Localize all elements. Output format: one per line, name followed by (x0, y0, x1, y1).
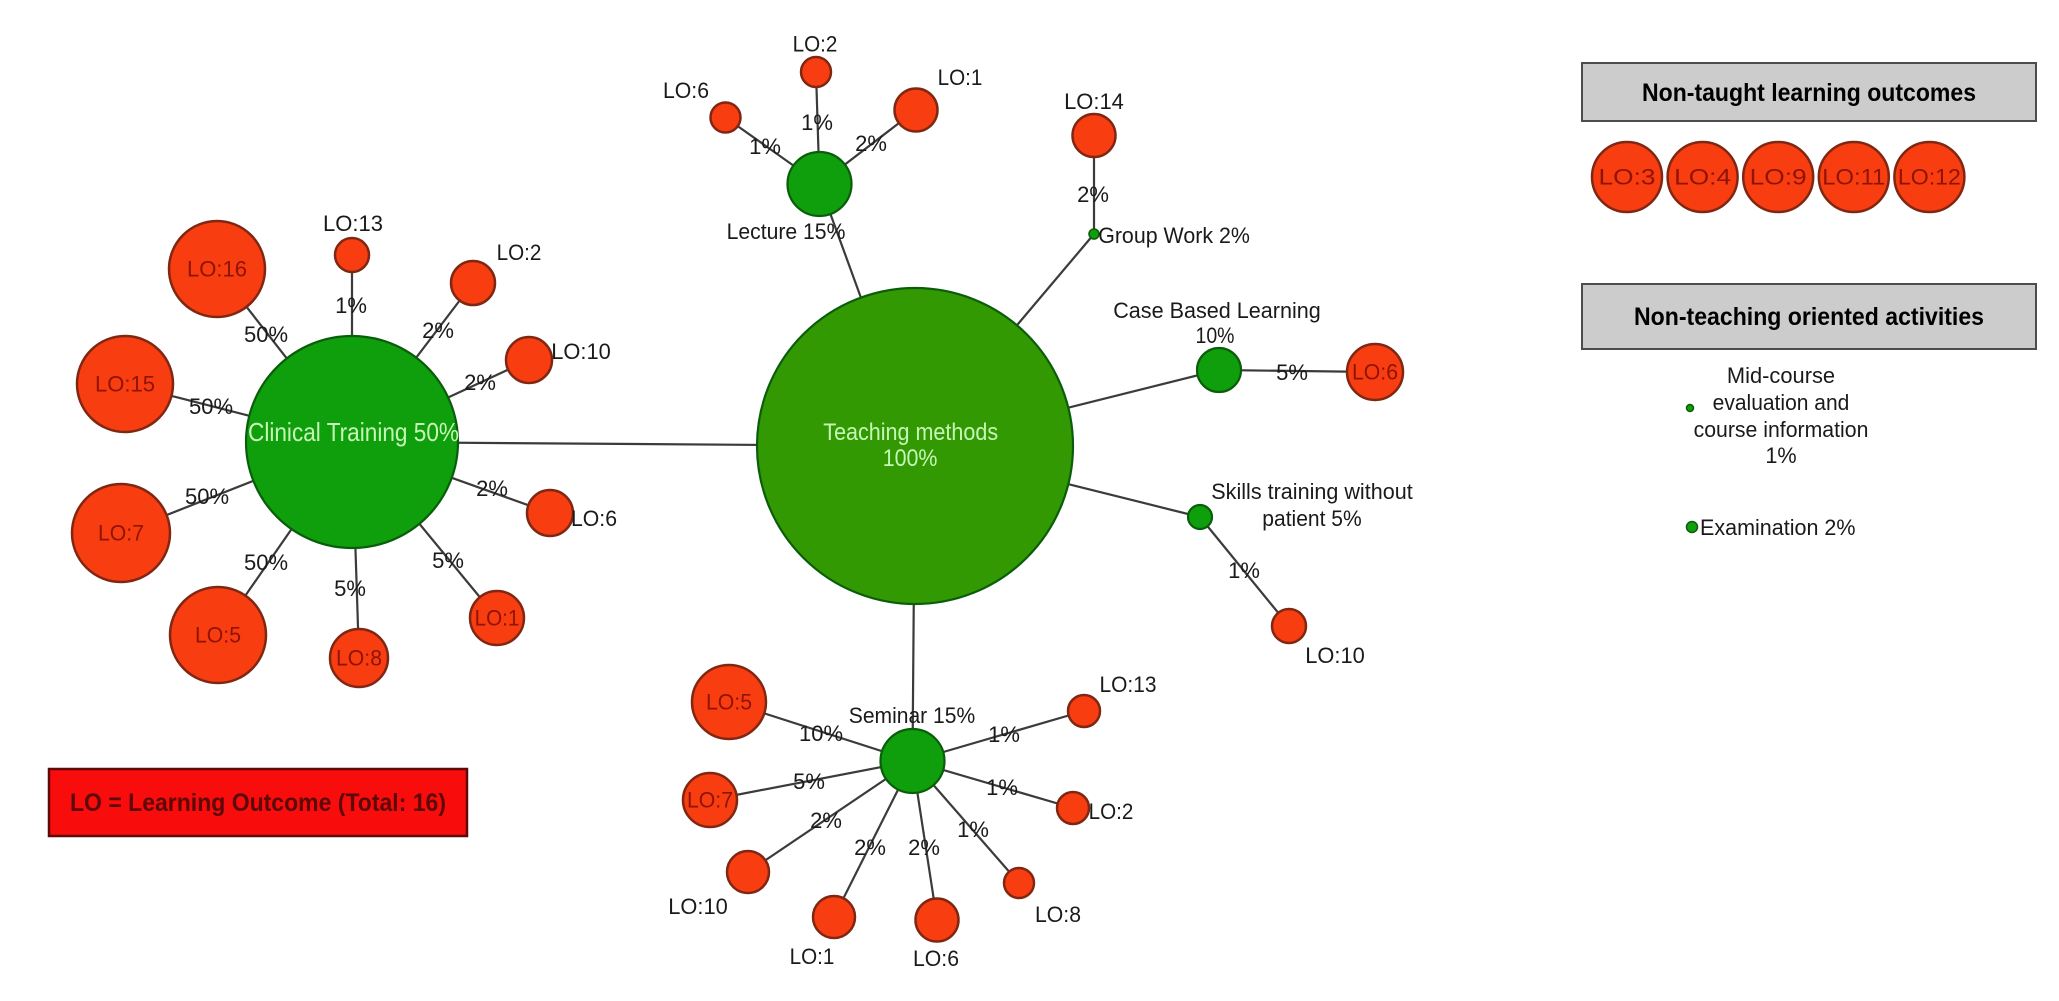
svg-text:evaluation and: evaluation and (1713, 390, 1850, 415)
svg-text:LO:16: LO:16 (187, 257, 247, 282)
svg-text:Case Based Learning: Case Based Learning (1113, 298, 1321, 323)
svg-text:LO:2: LO:2 (497, 240, 542, 265)
svg-text:2%: 2% (464, 370, 496, 395)
svg-text:LO:6: LO:6 (1352, 360, 1398, 385)
svg-text:course information: course information (1694, 417, 1869, 442)
svg-text:LO:1: LO:1 (938, 65, 983, 90)
svg-text:LO:10: LO:10 (668, 894, 728, 919)
svg-text:LO:13: LO:13 (323, 211, 383, 236)
svg-text:LO:1: LO:1 (475, 606, 520, 631)
svg-text:2%: 2% (855, 131, 887, 156)
svg-text:LO:6: LO:6 (571, 506, 617, 531)
svg-text:2%: 2% (810, 808, 842, 833)
svg-text:1%: 1% (1765, 443, 1796, 468)
svg-text:LO:14: LO:14 (1064, 89, 1124, 114)
svg-text:5%: 5% (432, 548, 464, 573)
svg-text:Teaching methods: Teaching methods (823, 419, 998, 446)
svg-text:5%: 5% (1276, 360, 1308, 385)
svg-text:LO:2: LO:2 (793, 32, 838, 57)
svg-text:LO:10: LO:10 (1305, 643, 1365, 668)
svg-text:Clinical Training 50%: Clinical Training 50% (248, 417, 459, 447)
svg-text:Group Work 2%: Group Work 2% (1098, 223, 1250, 248)
svg-text:2%: 2% (908, 835, 940, 860)
svg-text:1%: 1% (749, 134, 781, 159)
svg-text:5%: 5% (334, 576, 366, 601)
svg-text:1%: 1% (988, 722, 1020, 747)
svg-text:1%: 1% (801, 110, 833, 135)
svg-text:Lecture 15%: Lecture 15% (727, 219, 846, 244)
svg-text:Seminar 15%: Seminar 15% (849, 703, 975, 728)
svg-text:LO:8: LO:8 (1035, 902, 1081, 927)
svg-text:LO:9: LO:9 (1750, 165, 1807, 190)
svg-text:LO:5: LO:5 (706, 690, 752, 715)
svg-text:10%: 10% (799, 721, 843, 746)
svg-text:Mid-course: Mid-course (1727, 363, 1835, 388)
svg-text:1%: 1% (1228, 558, 1260, 583)
svg-text:LO:2: LO:2 (1089, 799, 1134, 824)
svg-text:50%: 50% (244, 322, 288, 347)
svg-text:50%: 50% (189, 394, 233, 419)
svg-text:50%: 50% (185, 484, 229, 509)
svg-text:LO:8: LO:8 (336, 646, 382, 671)
svg-text:10%: 10% (1196, 323, 1235, 348)
svg-text:LO:1: LO:1 (790, 944, 835, 969)
svg-text:1%: 1% (957, 817, 989, 842)
svg-text:LO:7: LO:7 (687, 788, 733, 813)
svg-text:2%: 2% (422, 318, 454, 343)
svg-text:Non-taught learning outcomes: Non-taught learning outcomes (1642, 79, 1976, 107)
svg-text:LO:7: LO:7 (98, 521, 144, 546)
svg-text:LO:12: LO:12 (1898, 165, 1961, 190)
svg-text:LO:4: LO:4 (1674, 165, 1731, 190)
svg-text:1%: 1% (335, 293, 367, 318)
svg-text:LO:10: LO:10 (551, 339, 611, 364)
svg-text:LO:11: LO:11 (1822, 165, 1885, 190)
svg-text:1%: 1% (986, 775, 1018, 800)
svg-text:patient 5%: patient 5% (1262, 506, 1361, 531)
svg-text:Non-teaching oriented activiti: Non-teaching oriented activities (1634, 303, 1984, 331)
svg-text:100%: 100% (883, 445, 938, 472)
svg-text:2%: 2% (476, 476, 508, 501)
svg-text:50%: 50% (244, 550, 288, 575)
svg-text:Skills training without: Skills training without (1211, 479, 1412, 504)
svg-text:LO:3: LO:3 (1599, 165, 1656, 190)
svg-text:2%: 2% (854, 835, 886, 860)
svg-text:LO:6: LO:6 (913, 946, 959, 971)
svg-text:LO:5: LO:5 (195, 623, 241, 648)
svg-text:LO = Learning Outcome (Total:: LO = Learning Outcome (Total: 16) (70, 789, 446, 817)
svg-text:5%: 5% (793, 769, 825, 794)
svg-text:LO:6: LO:6 (663, 78, 709, 103)
svg-text:Examination 2%: Examination 2% (1700, 515, 1856, 540)
svg-text:2%: 2% (1077, 182, 1109, 207)
svg-text:LO:15: LO:15 (95, 372, 155, 397)
svg-text:LO:13: LO:13 (1100, 672, 1157, 697)
